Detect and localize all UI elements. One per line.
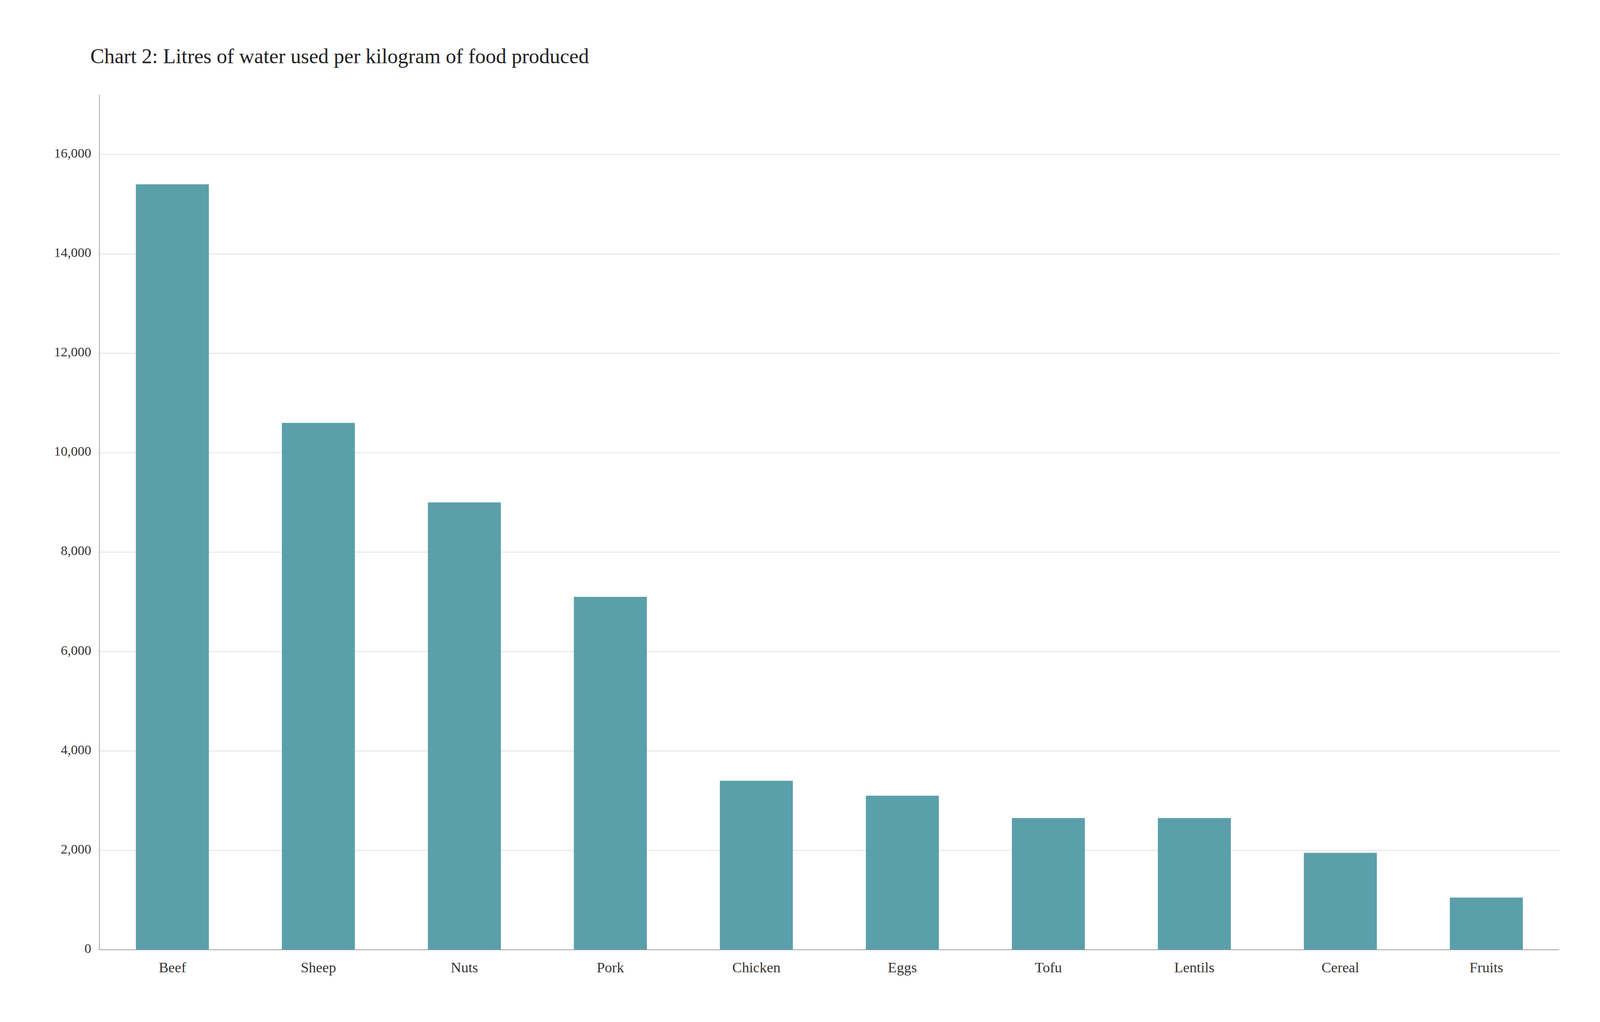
x-tick-label: Tofu bbox=[1034, 959, 1062, 976]
title: Chart 2: Litres of water used per kilogr… bbox=[90, 44, 590, 68]
bar bbox=[865, 795, 940, 950]
y-tick-label: 14,000 bbox=[54, 244, 92, 260]
x-ticks: Beef Sheep Nuts Pork Chicken Eggs Tofu Lentils C… bbox=[158, 959, 1503, 976]
bar bbox=[427, 502, 501, 950]
x-tick-label: Pork bbox=[596, 959, 624, 976]
bar bbox=[720, 781, 794, 950]
grid-line bbox=[99, 253, 1560, 255]
y-tick-label: 16,000 bbox=[54, 145, 92, 161]
grid bbox=[99, 154, 1560, 950]
x-tick-label: Sheep bbox=[300, 959, 337, 976]
bar bbox=[1011, 818, 1086, 950]
x-tick-label: Eggs bbox=[888, 959, 917, 976]
y-ticks: 0 2,000 4,000 6,000 8,000 10,000 12,000 14,000 1… bbox=[54, 145, 92, 956]
y-tick-label: 10,000 bbox=[54, 443, 92, 459]
y-tick-label: 2,000 bbox=[60, 841, 92, 857]
bar bbox=[135, 184, 210, 950]
bar bbox=[1450, 897, 1524, 950]
x-tick-label: Nuts bbox=[450, 959, 478, 976]
y-tick-label: 12,000 bbox=[54, 344, 92, 360]
grid-line bbox=[99, 353, 1560, 355]
bar bbox=[1303, 852, 1377, 950]
y-tick-label: 8,000 bbox=[60, 542, 92, 558]
y-tick-label: 6,000 bbox=[60, 642, 92, 658]
y-tick-label: 0 bbox=[84, 940, 92, 956]
background bbox=[0, 0, 1600, 1022]
y-tick-label: 4,000 bbox=[60, 742, 92, 758]
x-tick-label: Fruits bbox=[1469, 959, 1504, 976]
x-tick-label: Chicken bbox=[732, 959, 781, 976]
bar bbox=[1157, 818, 1231, 950]
bar bbox=[573, 597, 647, 950]
y-axis-line bbox=[98, 94, 100, 950]
x-tick-label: Lentils bbox=[1174, 959, 1215, 976]
bar bbox=[281, 422, 356, 950]
grid-line bbox=[99, 154, 1560, 155]
bars bbox=[135, 184, 1523, 950]
x-tick-label: Cereal bbox=[1321, 959, 1360, 976]
x-tick-label: Beef bbox=[158, 959, 187, 976]
chart: Chart 2: Litres of water used per kilogr… bbox=[0, 0, 1600, 1022]
